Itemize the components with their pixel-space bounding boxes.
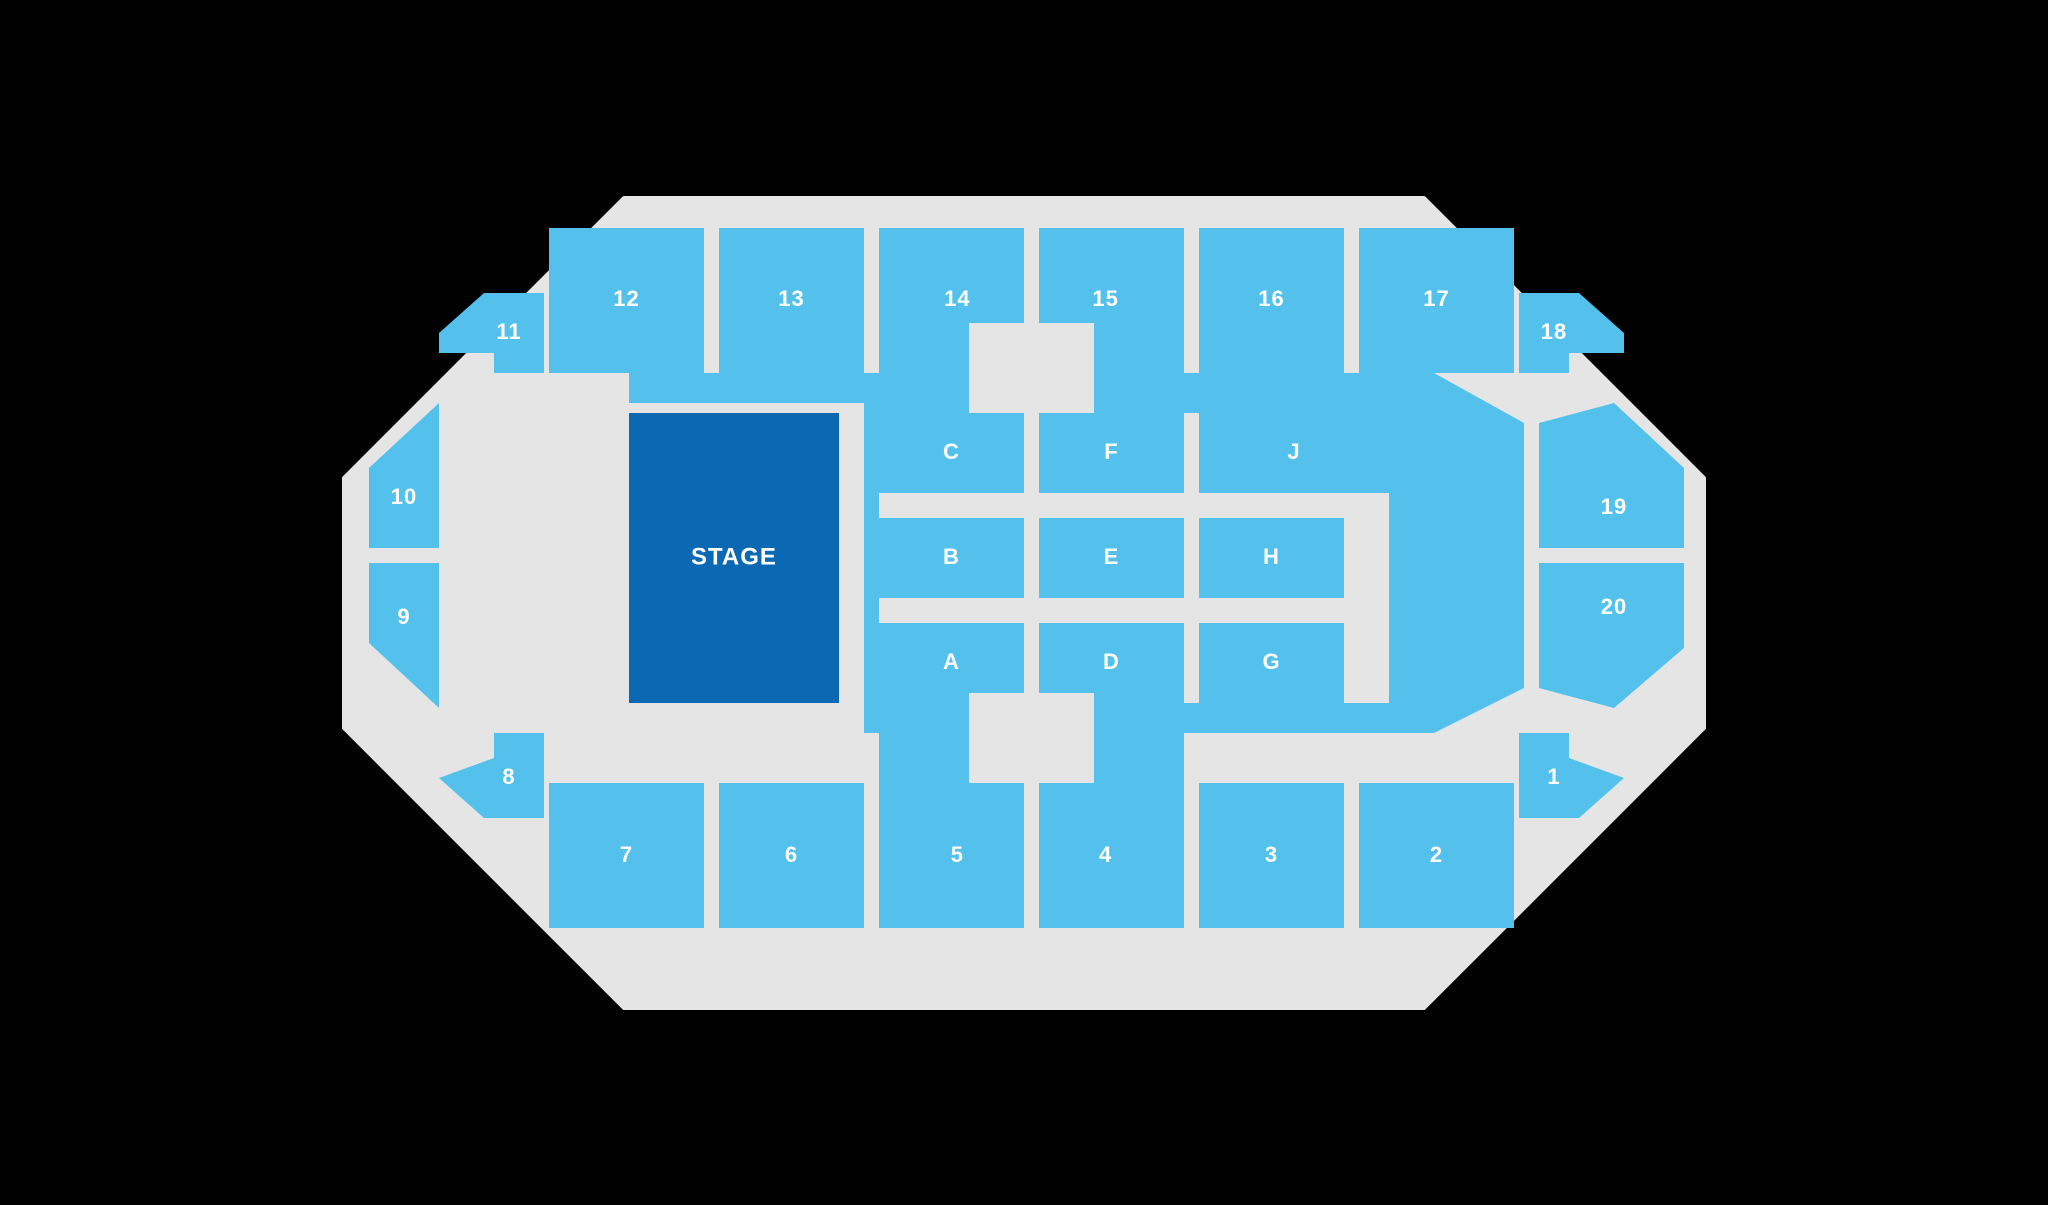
section-label-18: 18 — [1541, 318, 1567, 343]
section-label-G: G — [1262, 648, 1280, 673]
section-label-B: B — [943, 543, 960, 568]
section-label-9: 9 — [397, 603, 410, 628]
section-label-12: 12 — [613, 285, 639, 310]
section-label-14: 14 — [944, 285, 970, 310]
section-label-20: 20 — [1601, 593, 1627, 618]
aisle — [879, 598, 1389, 623]
section-label-16: 16 — [1258, 285, 1284, 310]
section-label-1: 1 — [1547, 763, 1560, 788]
section-label-19: 19 — [1601, 493, 1627, 518]
section-label-13: 13 — [778, 285, 804, 310]
aisle — [1184, 413, 1199, 703]
section-label-8: 8 — [502, 763, 515, 788]
section-label-F: F — [1104, 438, 1118, 463]
section-label-5: 5 — [951, 841, 964, 866]
stage-label: STAGE — [691, 543, 777, 570]
section-label-2: 2 — [1430, 841, 1443, 866]
section-label-17: 17 — [1423, 285, 1449, 310]
section-label-3: 3 — [1265, 841, 1278, 866]
section-label-10: 10 — [391, 483, 417, 508]
section-label-A: A — [943, 648, 960, 673]
aisle — [1024, 413, 1039, 703]
section-label-6: 6 — [785, 841, 798, 866]
section-label-E: E — [1104, 543, 1120, 568]
section-label-J: J — [1287, 438, 1300, 463]
section-label-H: H — [1263, 543, 1280, 568]
section-label-C: C — [943, 438, 960, 463]
section-label-15: 15 — [1092, 285, 1118, 310]
section-label-11: 11 — [496, 318, 521, 343]
section-label-4: 4 — [1099, 841, 1112, 866]
seating-map: 12 13 14 15 16 17 11 18 10 9 19 20 7 6 5 4 3 2 8 1 C F J B E H A D G… — [324, 178, 1724, 1028]
section-label-D: D — [1103, 648, 1120, 673]
section-19[interactable] — [1539, 403, 1684, 548]
aisle — [879, 493, 1389, 518]
aisle — [1344, 493, 1389, 703]
section-label-7: 7 — [620, 841, 633, 866]
